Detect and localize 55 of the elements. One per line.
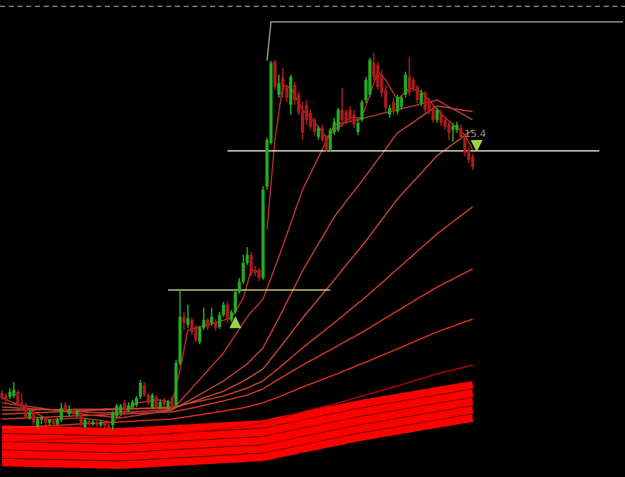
candlestick xyxy=(439,109,443,127)
candlestick xyxy=(186,304,190,328)
candlestick xyxy=(455,121,458,134)
candlestick xyxy=(158,399,162,410)
candlestick xyxy=(64,401,67,413)
candlestick xyxy=(166,399,170,411)
candlestick xyxy=(388,104,392,118)
candlestick xyxy=(336,107,340,133)
candlestick xyxy=(0,389,4,401)
candlestick xyxy=(182,311,186,331)
candlestick xyxy=(408,56,411,97)
candlestick xyxy=(258,267,261,282)
candlestick xyxy=(348,105,352,123)
candlestick xyxy=(340,87,344,128)
candlestick xyxy=(68,404,71,417)
candlestick xyxy=(12,381,16,399)
candlestick xyxy=(222,301,226,318)
candlestick xyxy=(447,119,451,141)
candlestick xyxy=(210,307,214,327)
candlestick xyxy=(80,409,83,428)
candlestick xyxy=(4,392,8,403)
candlestick xyxy=(154,394,158,410)
candlestick xyxy=(206,317,210,331)
candlestick xyxy=(352,109,356,129)
candlestick xyxy=(162,397,166,408)
candlestick xyxy=(44,415,48,426)
candlestick xyxy=(250,251,253,277)
candlestick xyxy=(396,94,400,116)
candlestick xyxy=(277,74,280,98)
candlestick xyxy=(36,416,40,430)
candlestick xyxy=(312,116,316,136)
candlestick xyxy=(16,389,20,408)
candlestick xyxy=(83,417,87,429)
candlestick xyxy=(119,403,122,415)
candlestick xyxy=(400,95,404,110)
candlestick xyxy=(32,409,36,426)
candlestick xyxy=(451,122,455,143)
candlestick xyxy=(356,119,360,136)
candlestick xyxy=(150,392,154,410)
candlestick xyxy=(218,311,222,330)
candlestick xyxy=(170,395,174,409)
candlestick xyxy=(404,70,408,98)
candlestick xyxy=(130,399,134,410)
candlestick xyxy=(126,401,130,413)
candlestick xyxy=(214,318,218,332)
candlestick xyxy=(60,402,63,423)
candlestick xyxy=(281,67,284,98)
candlestick xyxy=(392,97,396,116)
candlestick xyxy=(123,399,126,413)
candlestick xyxy=(436,107,439,124)
candlestick xyxy=(226,301,230,324)
candlestick xyxy=(316,125,320,141)
candlestick xyxy=(28,409,32,421)
candlestick xyxy=(420,89,423,107)
candlestick xyxy=(424,90,427,114)
